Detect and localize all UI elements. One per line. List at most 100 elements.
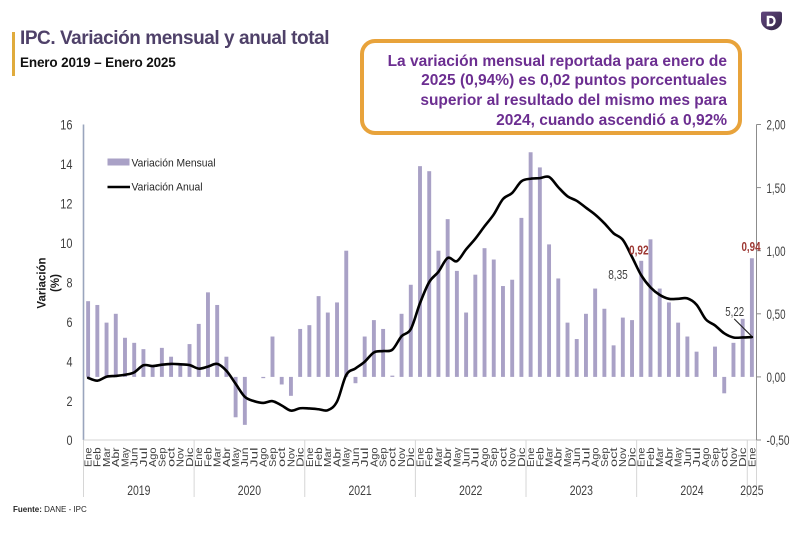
svg-text:6: 6: [67, 315, 73, 330]
svg-text:Variación Mensual: Variación Mensual: [132, 158, 216, 170]
svg-text:Jun: Jun: [572, 448, 583, 468]
svg-text:Dic: Dic: [627, 448, 638, 468]
svg-text:Feb: Feb: [203, 447, 214, 467]
svg-text:Dic: Dic: [738, 448, 749, 468]
svg-text:2019: 2019: [127, 483, 150, 498]
svg-text:Abr: Abr: [443, 447, 454, 467]
svg-text:0,92: 0,92: [629, 243, 649, 258]
svg-text:Ago: Ago: [369, 447, 380, 467]
svg-text:Nov: Nov: [729, 448, 740, 468]
svg-text:2023: 2023: [570, 483, 593, 498]
svg-text:Abr: Abr: [664, 447, 675, 467]
svg-text:(%): (%): [50, 274, 62, 292]
svg-text:8,35: 8,35: [608, 267, 628, 282]
svg-text:Variación Anual: Variación Anual: [132, 182, 203, 194]
svg-text:1,50: 1,50: [767, 181, 786, 196]
svg-text:4: 4: [67, 354, 73, 369]
svg-text:oct: oct: [388, 447, 399, 467]
svg-text:oct: oct: [609, 447, 620, 467]
svg-text:Nov: Nov: [176, 448, 187, 468]
svg-text:Dic: Dic: [296, 448, 307, 468]
svg-text:Dic: Dic: [517, 448, 528, 468]
svg-text:Jun: Jun: [130, 448, 141, 468]
svg-text:Ago: Ago: [259, 447, 270, 467]
svg-text:14: 14: [60, 157, 73, 172]
svg-text:Ene: Ene: [747, 447, 758, 467]
svg-text:Mar: Mar: [323, 447, 334, 467]
svg-text:Ene: Ene: [526, 447, 537, 467]
svg-text:Ago: Ago: [480, 447, 491, 467]
svg-text:Ago: Ago: [701, 447, 712, 467]
svg-text:Dic: Dic: [406, 448, 417, 468]
svg-text:Jul: Jul: [471, 448, 482, 468]
svg-text:Mar: Mar: [434, 447, 445, 467]
svg-text:Abr: Abr: [222, 447, 233, 467]
svg-text:Abr: Abr: [332, 447, 343, 467]
svg-text:Jul: Jul: [692, 448, 703, 468]
svg-text:2022: 2022: [459, 483, 482, 498]
svg-text:May: May: [342, 448, 353, 468]
svg-text:1,00: 1,00: [767, 244, 786, 259]
svg-text:Feb: Feb: [93, 447, 104, 467]
svg-text:Ene: Ene: [637, 447, 648, 467]
svg-text:Dic: Dic: [185, 448, 196, 468]
svg-text:May: May: [452, 448, 463, 468]
svg-text:Sep: Sep: [710, 447, 721, 467]
svg-text:Jul: Jul: [360, 448, 371, 468]
svg-text:Sep: Sep: [600, 447, 611, 467]
svg-text:2024: 2024: [680, 483, 704, 498]
svg-text:Abr: Abr: [554, 447, 565, 467]
svg-text:Feb: Feb: [314, 447, 325, 467]
svg-text:Ago: Ago: [591, 447, 602, 467]
svg-text:oct: oct: [277, 447, 288, 467]
svg-text:Jun: Jun: [240, 448, 251, 468]
svg-text:Nov: Nov: [397, 448, 408, 468]
svg-text:Mar: Mar: [213, 447, 224, 467]
svg-text:0,50: 0,50: [767, 307, 786, 322]
svg-text:2021: 2021: [349, 483, 372, 498]
svg-text:2: 2: [67, 394, 73, 409]
svg-text:12: 12: [60, 197, 72, 212]
svg-text:Jun: Jun: [462, 448, 473, 468]
svg-text:Jul: Jul: [139, 448, 150, 468]
svg-text:Ene: Ene: [84, 447, 95, 467]
svg-text:-0,50: -0,50: [767, 433, 790, 448]
svg-text:Ene: Ene: [194, 447, 205, 467]
svg-text:0: 0: [67, 433, 73, 448]
svg-text:Jun: Jun: [683, 448, 694, 468]
svg-text:10: 10: [60, 236, 72, 251]
svg-text:Abr: Abr: [111, 447, 122, 467]
svg-text:May: May: [120, 448, 131, 468]
svg-text:Ene: Ene: [415, 447, 426, 467]
svg-text:oct: oct: [166, 447, 177, 467]
svg-text:0,94: 0,94: [742, 239, 762, 254]
svg-text:May: May: [674, 448, 685, 468]
svg-text:Ene: Ene: [305, 447, 316, 467]
svg-text:Sep: Sep: [268, 447, 279, 467]
svg-text:2025: 2025: [740, 483, 763, 498]
svg-text:Sep: Sep: [489, 447, 500, 467]
svg-text:0,00: 0,00: [767, 370, 786, 385]
svg-text:Mar: Mar: [544, 447, 555, 467]
svg-text:5,22: 5,22: [725, 304, 744, 319]
svg-text:8: 8: [67, 275, 73, 290]
svg-text:Nov: Nov: [618, 448, 629, 468]
svg-text:2,00: 2,00: [767, 118, 786, 133]
svg-text:Nov: Nov: [286, 448, 297, 468]
svg-text:2020: 2020: [238, 483, 261, 498]
svg-text:May: May: [231, 448, 242, 468]
svg-text:Nov: Nov: [508, 448, 519, 468]
svg-text:Jun: Jun: [351, 448, 362, 468]
svg-text:Ago: Ago: [148, 447, 159, 467]
svg-text:Variación: Variación: [37, 257, 49, 308]
svg-text:Sep: Sep: [379, 447, 390, 467]
svg-text:Jul: Jul: [249, 448, 260, 468]
svg-text:Sep: Sep: [157, 447, 168, 467]
svg-text:oct: oct: [498, 447, 509, 467]
svg-text:Mar: Mar: [102, 447, 113, 467]
svg-text:16: 16: [60, 118, 72, 133]
svg-text:Feb: Feb: [425, 447, 436, 467]
svg-text:Mar: Mar: [655, 447, 666, 467]
svg-text:oct: oct: [720, 447, 731, 467]
svg-text:Feb: Feb: [646, 447, 657, 467]
